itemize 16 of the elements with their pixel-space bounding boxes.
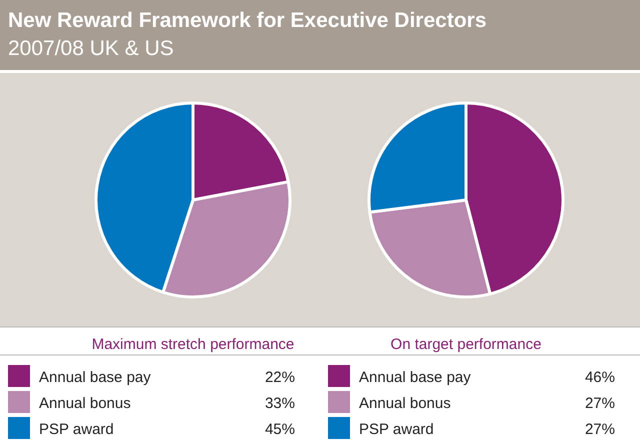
data-label: 27% (584, 395, 615, 412)
data-label: 33% (264, 395, 295, 412)
chart-title: New Reward Framework for Executive Directors (8, 9, 487, 32)
data-label: 22% (264, 369, 295, 386)
legend-label: Annual base pay (359, 369, 472, 386)
text: Maximum stretch performance (92, 336, 294, 353)
data-label: 46% (584, 369, 615, 386)
legend-label: Annual bonus (359, 395, 451, 412)
legend-label: PSP award (359, 421, 434, 438)
text: On target performance (390, 336, 542, 353)
chart-subtitle: 2007/08 UK & US (8, 37, 174, 60)
legend-label: Annual base pay (39, 369, 152, 386)
data-label: 27% (584, 421, 615, 438)
legend-label: Annual bonus (39, 395, 131, 412)
legend-label: PSP award (39, 421, 114, 438)
data-label: 45% (264, 421, 295, 438)
